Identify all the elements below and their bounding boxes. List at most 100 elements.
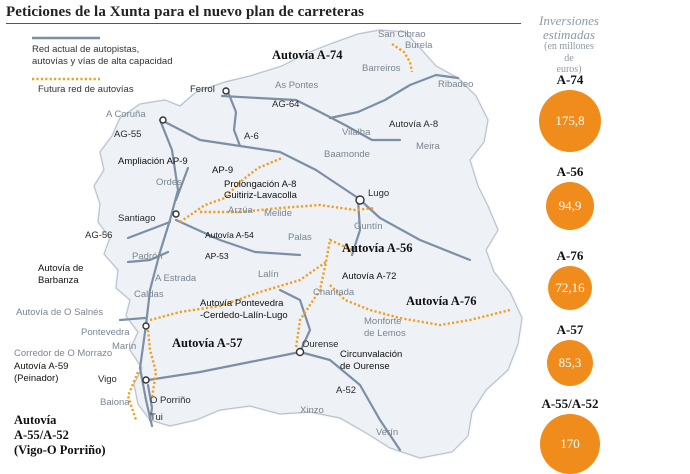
label-ag64: AG-64 <box>272 99 300 110</box>
future-ponte-lugo <box>149 261 327 322</box>
road-santiago-ordes <box>174 166 190 202</box>
town-caldas: Caldas <box>134 289 164 300</box>
lugo-marker <box>355 195 365 205</box>
town-palas: Palas <box>288 232 312 243</box>
road-ag56 <box>126 220 172 240</box>
town-ferrol: Ferrol <box>190 84 215 95</box>
label-a55-1: Autovía <box>14 413 57 427</box>
road-ferrol-a6 <box>226 90 242 148</box>
title-rule <box>6 23 521 24</box>
town-vigo: Vigo <box>98 374 117 385</box>
investment-circle: 94,9 <box>546 182 594 230</box>
label-barbanza-2: Barbanza <box>38 275 79 286</box>
town-melide: Melide <box>264 208 292 219</box>
legend-current-line1: Red actual de autopistas, <box>32 44 140 55</box>
town-monforte: Monforte <box>364 316 402 327</box>
investment-name: A-55/A-52 <box>541 396 599 411</box>
town-baiona: Baiona <box>100 397 130 408</box>
label-morrazo: Corredor de O Morrazo <box>14 348 113 359</box>
label-pontevedra-lugo-2: -Cerdedo-Lalín-Lugo <box>200 310 288 321</box>
label-a59-2: (Peinador) <box>14 373 59 384</box>
future-prolongacion <box>179 156 283 223</box>
label-a56: Autovía A-56 <box>342 241 413 255</box>
investment-name: A-57 <box>556 322 584 337</box>
town-vilalba: Vilalba <box>342 127 371 138</box>
investment-a74: A-74 175,8 <box>520 72 620 152</box>
investments-heading-1: Inversiones <box>539 13 599 28</box>
label-circunvalacion-2: de Ourense <box>340 361 390 372</box>
town-lugo: Lugo <box>368 188 390 199</box>
label-a55-2: A-55/A-52 <box>14 428 69 442</box>
ourense-marker <box>295 347 305 357</box>
road-ap9 <box>138 118 180 428</box>
investments-heading-2: estimadas <box>543 26 595 42</box>
label-prolongacion-2: Guitiriz-Lavacolla <box>224 190 297 201</box>
coruna-marker <box>159 116 167 124</box>
label-a74: Autovía A-74 <box>272 48 343 62</box>
road-ourense-lalin <box>278 288 312 354</box>
pontevedra-marker <box>142 322 150 330</box>
investment-name: A-76 <box>556 248 584 263</box>
town-santiago: Santiago <box>118 213 156 224</box>
town-burela: Burela <box>405 40 433 51</box>
town-as-pontes: As Pontes <box>275 80 319 91</box>
investments-unit-2: de <box>564 52 574 64</box>
ferrol-marker <box>222 87 230 95</box>
future-a74 <box>391 43 414 73</box>
future-a57 <box>146 329 158 399</box>
town-san-cibrao: San Cibrao <box>378 29 426 40</box>
map-title: Peticiones de la Xunta para el nuevo pla… <box>6 4 365 20</box>
town-baamonde: Baamonde <box>324 149 370 160</box>
label-a52: A-52 <box>336 385 357 396</box>
town-chantada: Chantada <box>313 287 355 298</box>
town-guntin: Guntín <box>354 221 383 232</box>
town-ourense: Ourense <box>302 339 339 350</box>
town-ordes: Ordes <box>156 177 182 188</box>
road-a8 <box>328 73 460 120</box>
label-ampliacion-ap9: Ampliación AP-9 <box>118 156 188 167</box>
road-ag64 <box>220 94 402 142</box>
investment-name: A-74 <box>556 72 584 87</box>
investments-unit-3: euros) <box>556 64 582 76</box>
label-a55-3: (Vigo-O Porriño) <box>14 443 106 457</box>
town-lalin: Lalín <box>258 269 279 280</box>
road-barbanza <box>126 250 170 264</box>
investment-a55-a52: A-55/A-52 170 <box>520 396 620 474</box>
label-ag55: AG-55 <box>114 129 142 140</box>
investment-circle: 72,16 <box>548 266 592 310</box>
label-ap9: AP-9 <box>212 165 234 176</box>
label-a8: Autovía A-8 <box>389 119 439 130</box>
vigo-marker <box>142 376 150 384</box>
future-a56 <box>294 238 353 349</box>
town-a-estrada: A Estrada <box>155 273 197 284</box>
town-marin: Marín <box>112 341 137 352</box>
investment-circle: 85,3 <box>547 340 593 386</box>
label-a6: A-6 <box>244 131 259 142</box>
town-arzua: Arzúa <box>228 205 253 216</box>
investment-circle: 170 <box>540 414 600 474</box>
legend-current: Red actual de autopistas, autovías y vía… <box>32 44 172 68</box>
investment-a57: A-57 85,3 <box>520 322 620 386</box>
label-circunvalacion-1: Circunvalación <box>340 349 403 360</box>
investment-name: A-56 <box>556 164 584 179</box>
town-pontevedra: Pontevedra <box>81 327 130 338</box>
legend-future: Futura red de autovías <box>38 84 134 95</box>
investments-header: Inversiones estimadas (en millones de eu… <box>520 14 618 76</box>
label-salnes: Autovía de O Salnés <box>16 307 104 318</box>
investment-a56: A-56 94,9 <box>520 164 620 230</box>
town-monforte-de-lemos: de Lemos <box>364 328 406 339</box>
town-meira: Meira <box>416 141 440 152</box>
land <box>93 29 523 459</box>
legend-current-line2: autovías y vías de alta capacidad <box>32 55 173 67</box>
road-porrino <box>146 383 154 422</box>
town-xinzo: Xinzo <box>300 405 324 416</box>
label-barbanza-1: Autovía de <box>38 263 84 274</box>
investments-unit-1: (en millones <box>544 41 594 53</box>
future-a76 <box>329 284 511 327</box>
label-prolongacion-1: Prolongación A-8 <box>224 179 297 190</box>
town-a-coruna: A Coruña <box>106 109 146 120</box>
label-a54: Autovía A-54 <box>205 230 254 240</box>
town-porrino: O Porriño <box>150 395 191 406</box>
road-ap53 <box>174 218 302 257</box>
